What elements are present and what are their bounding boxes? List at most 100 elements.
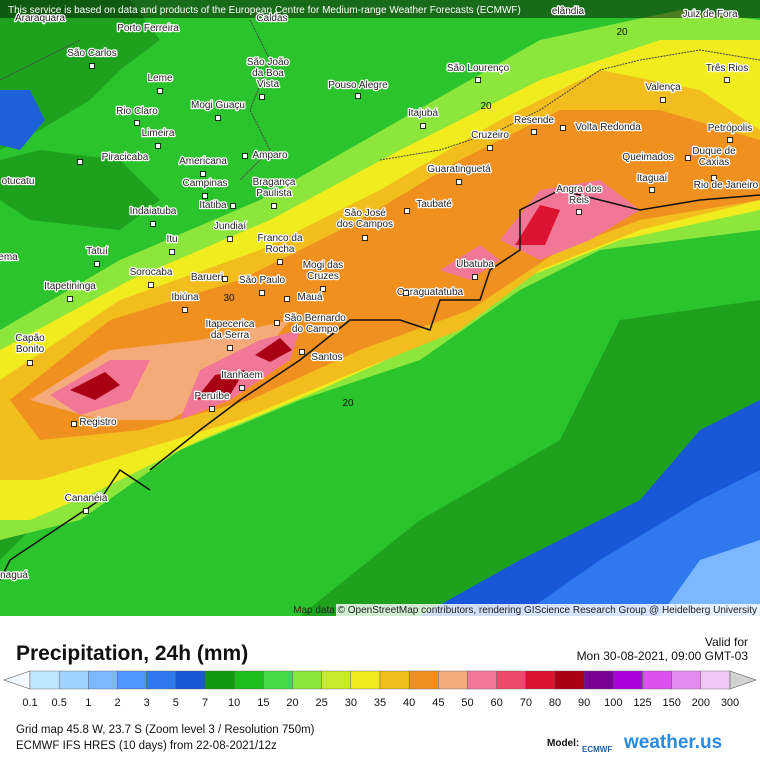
city-label: Caraguatatuba xyxy=(397,287,464,298)
valid-time: Mon 30-08-2021, 09:00 GMT-03 xyxy=(577,649,749,663)
city-marker xyxy=(362,235,368,241)
city-label: Amparo xyxy=(252,150,287,161)
contour-label: 20 xyxy=(480,101,492,112)
scale-tick-label: 80 xyxy=(549,697,561,709)
city-marker xyxy=(227,236,233,242)
city-label: Limeira xyxy=(142,128,175,139)
city-label: do Campo xyxy=(292,324,339,335)
city-marker xyxy=(355,93,361,99)
city-marker xyxy=(274,320,280,326)
city-label: Taubaté xyxy=(416,199,452,210)
city-marker xyxy=(284,296,290,302)
city-marker xyxy=(724,77,730,83)
city-marker xyxy=(420,123,426,129)
scale-tick-label: 70 xyxy=(520,697,532,709)
scale-tick-label: 45 xyxy=(432,697,444,709)
city-label: Jundiaí xyxy=(214,221,246,232)
city-label: Resende xyxy=(514,115,554,126)
city-label: São Paulo xyxy=(239,275,286,286)
city-label: Caxias xyxy=(699,157,730,168)
city-marker xyxy=(77,159,83,165)
city-label: Sorocaba xyxy=(130,267,173,278)
scale-swatch xyxy=(496,670,527,690)
scale-tick-label: 150 xyxy=(662,697,680,709)
city-label: Porto Ferreira xyxy=(117,23,179,34)
scale-swatch xyxy=(642,670,672,690)
city-marker xyxy=(271,203,277,209)
city-marker xyxy=(404,208,410,214)
city-label: da Boa xyxy=(252,68,284,79)
scale-swatch xyxy=(29,670,60,690)
city-label: Cruzeiro xyxy=(471,130,509,141)
city-label: Peruíbe xyxy=(194,391,229,402)
scale-tick-label: 100 xyxy=(604,697,622,709)
city-label: São José xyxy=(344,208,386,219)
scale-swatch xyxy=(350,670,381,690)
city-marker xyxy=(277,259,283,265)
scale-swatch xyxy=(583,670,614,690)
city-label: Mauá xyxy=(297,292,322,303)
scale-tick-label: 200 xyxy=(692,697,710,709)
city-label: Rio Claro xyxy=(116,106,158,117)
scale-swatch xyxy=(408,670,439,690)
city-label: naguá xyxy=(0,570,28,581)
city-marker xyxy=(200,171,206,177)
scale-tick-label: 10 xyxy=(228,697,240,709)
city-marker xyxy=(67,296,73,302)
city-marker xyxy=(94,261,100,267)
city-label: Ibiúna xyxy=(171,292,199,303)
city-label: Valença xyxy=(645,82,681,93)
scale-tick-label: 3 xyxy=(144,697,150,709)
city-marker xyxy=(148,282,154,288)
city-label: Juiz de Fora xyxy=(682,9,737,20)
city-label: Piracicaba xyxy=(102,152,149,163)
city-label: São Lourenço xyxy=(447,63,510,74)
city-marker xyxy=(169,249,175,255)
city-marker xyxy=(711,175,717,181)
city-marker xyxy=(27,360,33,366)
city-label: ema xyxy=(0,252,18,263)
scale-swatch xyxy=(379,670,410,690)
city-marker xyxy=(83,508,89,514)
city-label: Franco da xyxy=(257,233,302,244)
scale-swatch xyxy=(58,670,89,690)
city-label: Santos xyxy=(311,352,342,363)
scale-tick-label: 7 xyxy=(202,697,208,709)
city-label: Ubatuba xyxy=(456,259,494,270)
scale-arrow-right xyxy=(729,670,757,690)
valid-label: Valid for xyxy=(705,635,748,649)
city-label: Paulista xyxy=(256,188,292,199)
city-label: Cruzes xyxy=(307,271,339,282)
legend-title: Precipitation, 24h (mm) xyxy=(16,642,248,665)
city-marker xyxy=(685,155,691,161)
color-scale: 0.1 0.5 1 2 3 5 7 10 15 20 25 30 35 40 45 50 60 70 80 90 100… xyxy=(3,670,757,709)
city-label: Guaratinguetá xyxy=(427,164,491,175)
scale-swatch xyxy=(233,670,264,690)
city-label: Itaguaí xyxy=(637,173,668,184)
city-label: Americana xyxy=(179,156,227,167)
city-marker xyxy=(239,385,245,391)
city-label: dos Campos xyxy=(337,219,393,230)
scale-swatch xyxy=(525,670,556,690)
scale-tick-label: 20 xyxy=(286,697,298,709)
city-marker xyxy=(531,129,537,135)
scale-swatch xyxy=(554,670,585,690)
city-label: Duque de xyxy=(692,146,736,157)
contour-label: 20 xyxy=(342,398,354,409)
scale-tick-label: 50 xyxy=(461,697,473,709)
brand-logo[interactable]: weather.us xyxy=(623,732,722,753)
scale-swatch xyxy=(88,670,118,690)
city-marker xyxy=(660,97,666,103)
city-label: Itanhaem xyxy=(221,370,263,381)
city-label: Vista xyxy=(257,79,279,90)
city-label: Itapecerica xyxy=(206,319,255,330)
city-label: Registro xyxy=(79,417,117,428)
banner: This service is based on data and produc… xyxy=(8,5,521,16)
city-marker xyxy=(259,94,265,100)
contour-label: 20 xyxy=(616,27,628,38)
city-label: São João xyxy=(247,57,290,68)
scale-swatch xyxy=(467,670,497,690)
scale-tick-label: 60 xyxy=(491,697,503,709)
city-label: Itajubá xyxy=(408,108,438,119)
city-marker xyxy=(403,290,409,296)
